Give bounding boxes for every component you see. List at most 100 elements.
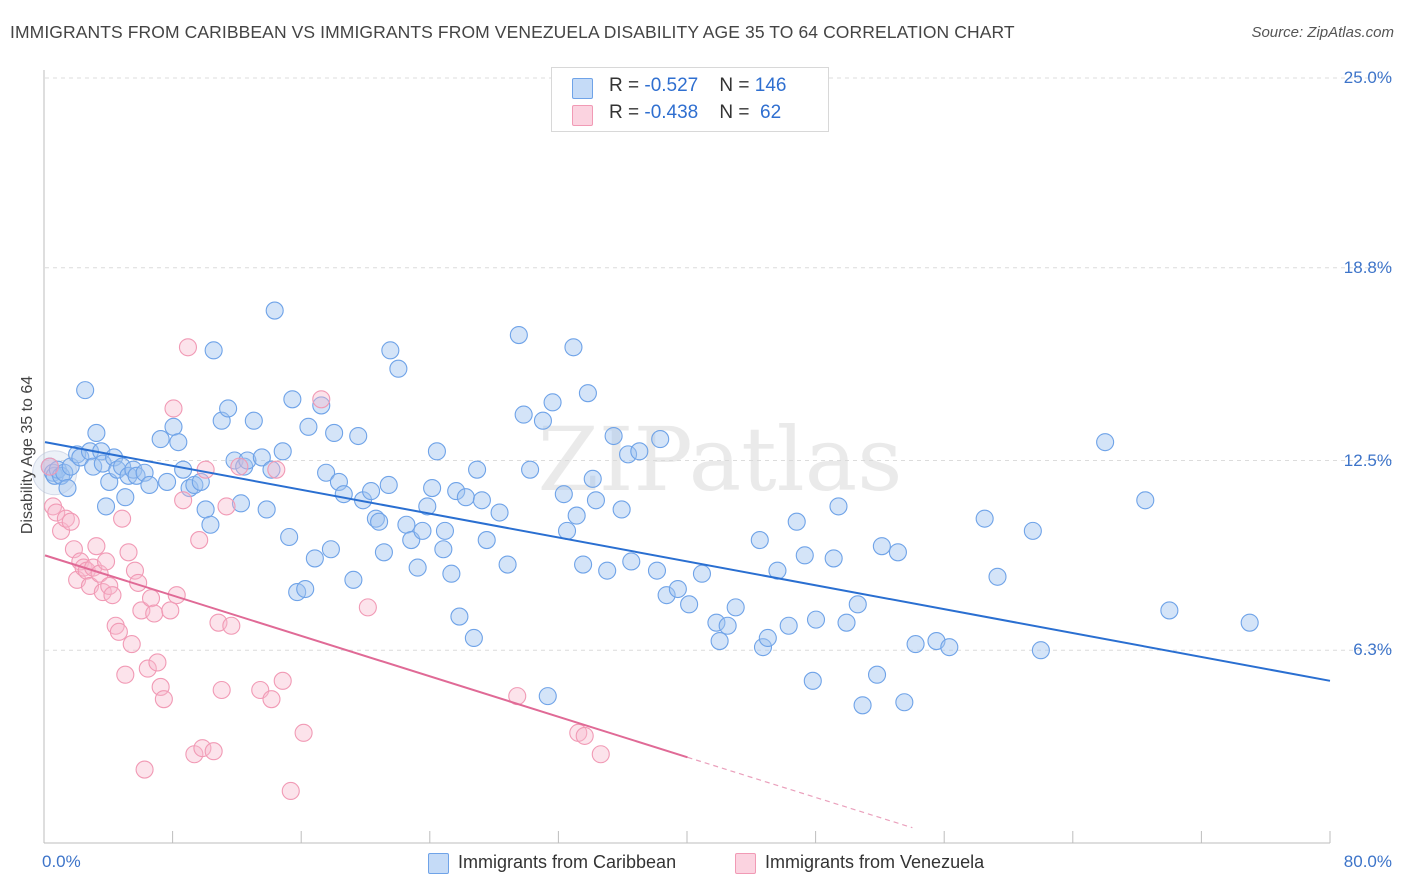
caribbean-point (837, 613, 856, 632)
caribbean-point (201, 515, 220, 534)
caribbean-point (273, 442, 292, 461)
caribbean-point (647, 561, 667, 580)
caribbean-point (895, 693, 914, 712)
caribbean-point (219, 399, 238, 418)
caribbean-point (758, 628, 777, 648)
caribbean-point (283, 390, 302, 409)
caribbean-point (975, 509, 994, 528)
venezuela-point (212, 680, 231, 700)
caribbean-point (1240, 613, 1259, 632)
venezuela-point (164, 399, 183, 418)
caribbean-point (140, 475, 159, 495)
venezuela-point (262, 690, 281, 709)
caribbean-point (418, 497, 437, 516)
caribbean-trend-line (44, 441, 1331, 682)
caribbean-point (803, 671, 822, 690)
caribbean-point (296, 579, 315, 599)
y-tick-label: 18.8% (1343, 257, 1392, 277)
caribbean-point (824, 549, 843, 568)
caribbean-point (680, 595, 699, 614)
caribbean-point (707, 613, 726, 632)
caribbean-point (381, 341, 400, 360)
venezuela-trend-line (44, 554, 688, 759)
caribbean-point (442, 564, 461, 583)
caribbean-point (334, 485, 353, 504)
caribbean-point (87, 423, 106, 443)
caribbean-point (564, 338, 583, 357)
caribbean-point (619, 445, 638, 464)
caribbean-point (58, 478, 77, 498)
caribbean-point (344, 570, 363, 589)
caribbean-point (779, 616, 798, 635)
venezuela-point (267, 460, 286, 479)
caribbean-point (888, 543, 907, 562)
caribbean-point (379, 475, 398, 495)
caribbean-point (362, 482, 381, 501)
caribbean-point (586, 491, 605, 510)
source-label: Source: ZipAtlas.com (1251, 24, 1394, 41)
legend-swatch-caribbean (572, 78, 593, 99)
caribbean-label: Immigrants from Caribbean (458, 852, 677, 872)
caribbean-point (456, 488, 475, 507)
venezuela-point (122, 635, 141, 654)
caribbean-point (477, 531, 496, 550)
axes (43, 70, 1331, 844)
venezuela-point (193, 739, 212, 758)
legend-n-value: 62 (754, 102, 782, 123)
caribbean-point (108, 460, 127, 479)
caribbean-point (806, 610, 826, 629)
legend-n-label: N = (719, 102, 755, 123)
caribbean-point (169, 433, 188, 452)
caribbean-point (204, 341, 223, 360)
caribbean-point (940, 638, 959, 657)
caribbean-point (305, 549, 324, 568)
y-axis-title: Disability Age 35 to 64 (19, 375, 36, 535)
caribbean-point (472, 491, 491, 510)
caribbean-point (692, 564, 712, 583)
legend-swatch-venezuela (572, 105, 593, 126)
venezuela-point (167, 586, 186, 605)
caribbean-point (244, 411, 263, 430)
caribbean-point (726, 598, 745, 617)
legend-r-value: -0.527 (644, 75, 699, 96)
caribbean-point (413, 521, 432, 540)
venezuela-point (161, 601, 180, 620)
caribbean-swatch (428, 853, 449, 874)
y-tick-label: 12.5% (1343, 450, 1392, 470)
caribbean-point (853, 696, 872, 715)
legend-r-label: R = (609, 75, 645, 96)
caribbean-point (408, 558, 427, 577)
caribbean-point (299, 417, 318, 436)
venezuela-point (87, 537, 106, 556)
caribbean-point (447, 482, 466, 501)
venezuela-point (230, 457, 249, 476)
stats-legend: R = -0.527 N = 146 R = -0.438 N = 62 (551, 67, 829, 132)
caribbean-point (872, 537, 891, 556)
venezuela-point (96, 552, 116, 571)
caribbean-point (795, 546, 814, 565)
caribbean-point (710, 631, 729, 651)
caribbean-point (753, 638, 773, 657)
caribbean-point (158, 472, 177, 491)
caribbean-point (96, 497, 116, 516)
venezuela-point (178, 338, 198, 357)
venezuela-point (47, 503, 66, 522)
legend-r-value: -0.438 (644, 102, 699, 123)
caribbean-point (848, 595, 867, 614)
venezuela-point (119, 543, 138, 562)
caribbean-point (490, 503, 509, 522)
venezuela-point (154, 690, 173, 709)
caribbean-point (514, 405, 533, 424)
watermark: ZIPatlas (538, 408, 903, 511)
caribbean-point (231, 494, 251, 513)
caribbean-point (651, 430, 670, 449)
chart-title: IMMIGRANTS FROM CARIBBEAN VS IMMIGRANTS … (10, 22, 1015, 42)
caribbean-point (435, 521, 455, 540)
caribbean-point (252, 448, 271, 467)
venezuela-point (116, 665, 135, 684)
caribbean-point (533, 411, 552, 430)
legend-r-label: R = (609, 102, 645, 123)
caribbean-point (578, 384, 597, 403)
venezuela-point (113, 509, 132, 528)
caribbean-point (718, 616, 737, 635)
